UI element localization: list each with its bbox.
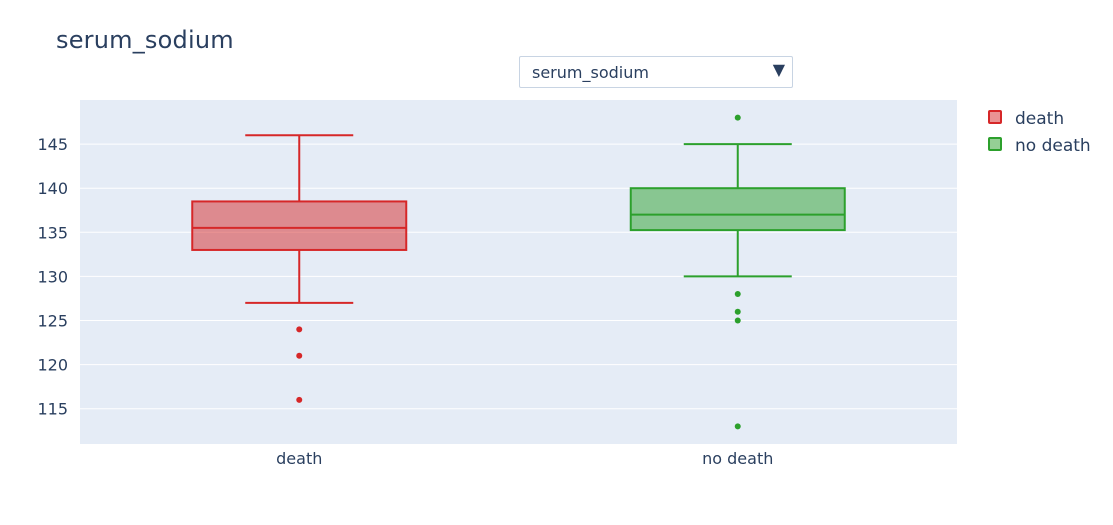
legend-swatch-death	[988, 110, 1002, 124]
plot-area	[80, 100, 957, 444]
y-tick-label: 140	[37, 179, 68, 198]
y-tick-label: 125	[37, 312, 68, 331]
x-tick-label: no death	[702, 449, 773, 468]
death-outlier-point	[296, 352, 303, 359]
variable-dropdown[interactable]: serum_sodium ▼	[519, 56, 793, 88]
x-tick-label: death	[276, 449, 322, 468]
dropdown-selected-value: serum_sodium	[532, 63, 649, 82]
y-tick-label: 145	[37, 135, 68, 154]
legend-label-death: death	[1015, 109, 1064, 129]
y-tick-label: 135	[37, 223, 68, 242]
no-death-outlier-point	[734, 308, 741, 315]
death-box	[191, 200, 408, 251]
no-death-box	[629, 187, 846, 232]
no-death-outlier-point	[734, 317, 741, 324]
death-outlier-point	[296, 396, 303, 403]
chevron-down-icon: ▼	[772, 60, 785, 79]
y-tick-label: 115	[37, 400, 68, 419]
legend-swatch-no-death	[988, 137, 1002, 151]
legend-label-no-death: no death	[1015, 136, 1091, 156]
chart-title: serum_sodium	[56, 26, 234, 54]
no-death-outlier-point	[734, 423, 741, 430]
no-death-outlier-point	[734, 291, 741, 298]
y-tick-label: 120	[37, 356, 68, 375]
death-outlier-point	[296, 326, 303, 333]
no-death-outlier-point	[734, 114, 741, 121]
y-tick-label: 130	[37, 267, 68, 286]
